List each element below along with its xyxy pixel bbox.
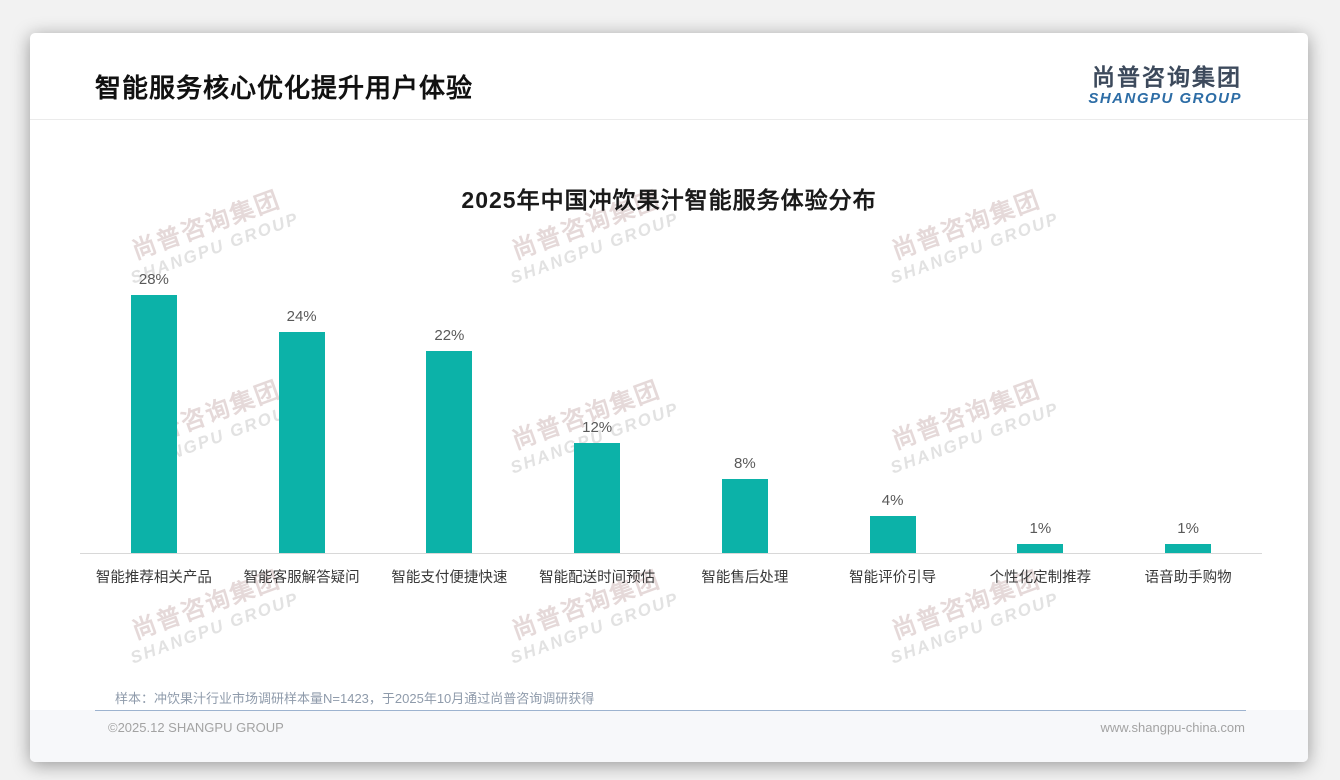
bar-value-label: 1% [1177, 519, 1199, 537]
bar [426, 350, 473, 553]
bar-slot: 12% [523, 261, 671, 553]
page-title: 智能服务核心优化提升用户体验 [95, 72, 474, 103]
bar [130, 295, 177, 553]
bar [1017, 543, 1064, 553]
bar-value-label: 4% [881, 492, 904, 510]
category-label: 智能售后处理 [701, 570, 789, 586]
bar-value-label: 8% [734, 455, 756, 473]
category-label: 智能推荐相关产品 [95, 570, 212, 586]
category-label: 智能客服解答疑问 [243, 570, 360, 586]
category-label: 智能支付便捷快速 [391, 570, 508, 586]
bar [869, 516, 916, 553]
logo-english-name: SHANGPU GROUP [1088, 90, 1242, 108]
bar-slot: 8% [671, 261, 819, 553]
watermark-english-text: SHANGPU GROUP [127, 588, 302, 668]
bar-value-label: 22% [434, 326, 465, 344]
footer-website-url: www.shangpu-china.com [1100, 720, 1245, 735]
x-axis-line [80, 553, 1262, 554]
category-label: 智能配送时间预估 [539, 570, 656, 586]
bar [278, 332, 325, 553]
bar-slot: 1% [967, 261, 1115, 553]
bar-slot: 24% [228, 261, 376, 553]
bar-slot: 4% [819, 261, 967, 553]
bar-slot: 28% [80, 261, 228, 553]
category-label: 语音助手购物 [1144, 570, 1232, 586]
chart-title: 2025年中国冲饮果汁智能服务体验分布 [461, 187, 877, 213]
bar [1165, 543, 1212, 553]
watermark-english-text: SHANGPU GROUP [507, 588, 682, 668]
footer: ©2025.12 SHANGPU GROUP www.shangpu-china… [30, 710, 1308, 762]
bar-value-label: 24% [286, 308, 317, 326]
category-label: 智能评价引导 [849, 570, 937, 586]
logo-chinese-name: 尚普咨询集团 [1092, 63, 1242, 90]
watermark-english-text: SHANGPU GROUP [887, 588, 1062, 668]
footer-copyright: ©2025.12 SHANGPU GROUP [108, 720, 284, 735]
bar-slot: 1% [1114, 261, 1262, 553]
bar-chart: 28% 24% 22% 12% 8% 4% 1% 1% [80, 261, 1262, 553]
bar [721, 479, 768, 553]
report-card: 尚普咨询集团 SHANGPU GROUP 尚普咨询集团 SHANGPU GROUP 尚普… [30, 33, 1308, 762]
bar-value-label: 28% [138, 271, 169, 289]
bar [574, 442, 621, 553]
bar-slot: 22% [376, 261, 524, 553]
category-label: 个性化定制推荐 [989, 570, 1092, 586]
footer-divider [95, 710, 1246, 711]
bar-value-label: 1% [1029, 519, 1052, 537]
category-axis-labels: 智能推荐相关产品 智能客服解答疑问 智能支付便捷快速 智能配送时间预估 智能售后处理 智能… [80, 566, 1262, 587]
sample-note: 样本：冲饮果汁行业市场调研样本量N=1423，于2025年10月通过尚普咨询调研… [115, 691, 595, 706]
header: 智能服务核心优化提升用户体验 尚普咨询集团 SHANGPU GROUP [30, 33, 1308, 120]
company-logo: 尚普咨询集团 SHANGPU GROUP [1088, 63, 1242, 108]
bar-value-label: 12% [582, 418, 613, 436]
